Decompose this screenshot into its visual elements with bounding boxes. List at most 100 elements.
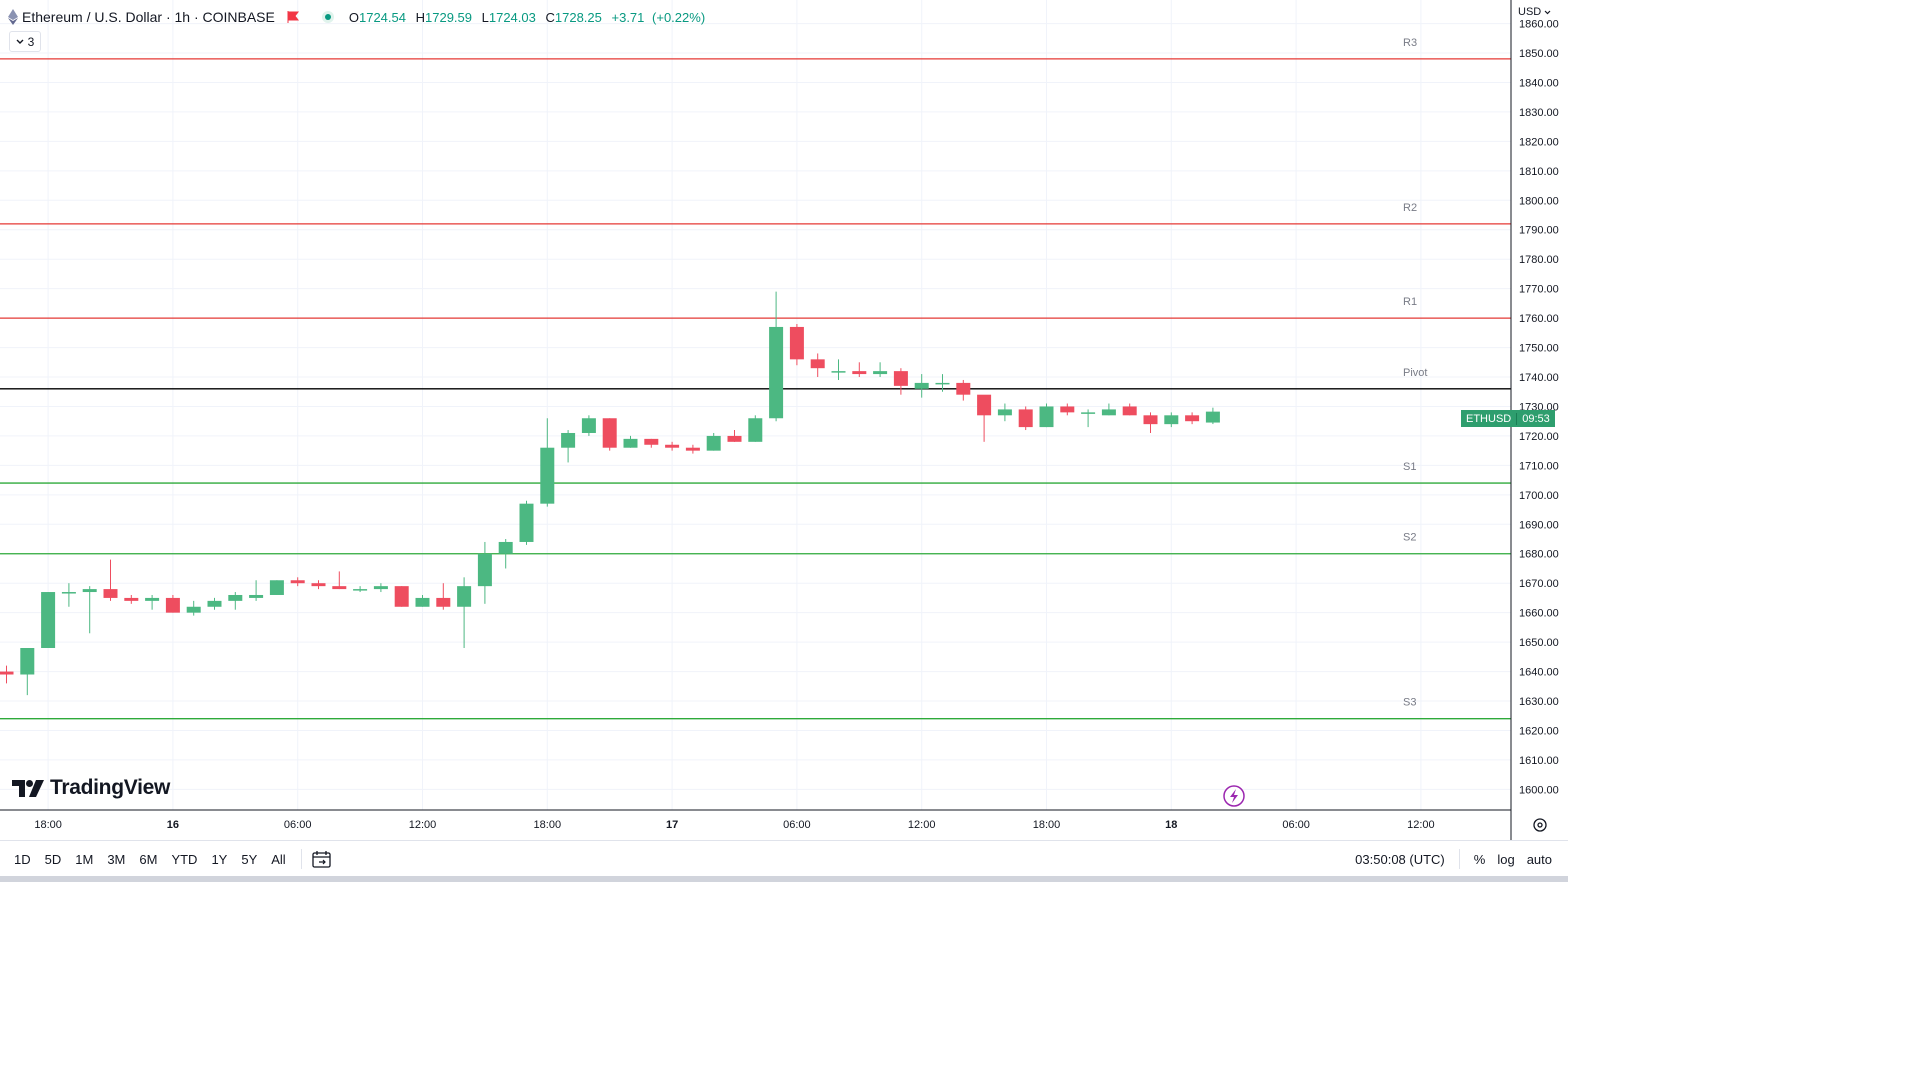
candle-body (415, 597, 430, 607)
candle-body (0, 671, 14, 675)
flag-icon[interactable] (287, 11, 299, 23)
candle (1122, 403, 1137, 416)
level-label-pivot: Pivot (1403, 367, 1427, 379)
chevron-down-icon (16, 39, 24, 44)
low-value: 1724.03 (488, 9, 536, 25)
price-axis[interactable]: 1600.00 1610.00 1620.00 1630.00 1640.00 1650.… (1519, 19, 1559, 797)
bottom-toolbar: 1D 5D 1M 3M 6M YTD 1Y 5Y All 03:50:08 (U… (0, 840, 1568, 877)
range-5y-button[interactable]: 5Y (241, 851, 258, 867)
percent-scale-button[interactable]: % (1473, 851, 1486, 867)
symbol-title[interactable]: Ethereum / U.S. Dollar · 1h · COINBASE (22, 9, 275, 25)
range-6m-button[interactable]: 6M (139, 851, 158, 867)
settings-icon[interactable] (1533, 818, 1547, 832)
price-tick-label: 1710.00 (1519, 460, 1559, 472)
price-tag-countdown: 09:53 (1522, 412, 1550, 425)
range-3m-button[interactable]: 3M (107, 851, 126, 867)
candle (977, 394, 992, 442)
candle (1205, 407, 1220, 425)
level-label-r3: R3 (1403, 37, 1417, 49)
time-tick-label: 16 (167, 819, 179, 831)
ohlc-values: O1724.54 H1729.59 L1724.03 C1728.25 +3.7… (349, 10, 705, 25)
price-tick-label: 1810.00 (1519, 166, 1559, 178)
candle (810, 353, 825, 378)
tradingview-logo[interactable]: TradingView (12, 776, 170, 800)
range-ytd-button[interactable]: YTD (171, 851, 198, 867)
candle-body (436, 597, 451, 607)
open-value: 1724.54 (358, 9, 406, 25)
candle (997, 403, 1012, 422)
candle-body (873, 371, 888, 375)
candle (145, 594, 160, 610)
candle (353, 586, 368, 593)
candle-body (1018, 409, 1033, 428)
range-1d-button[interactable]: 1D (14, 851, 31, 867)
candle-body (789, 326, 804, 360)
candle-body (1185, 415, 1200, 422)
candle-body (665, 444, 680, 448)
price-tick-label: 1630.00 (1519, 696, 1559, 708)
candle-body (373, 586, 388, 590)
candles (0, 291, 1220, 696)
candle-body (602, 418, 617, 448)
indicator-count: 3 (27, 34, 35, 49)
candle (498, 539, 513, 569)
range-5d-button[interactable]: 5D (44, 851, 62, 867)
candle-body (332, 586, 347, 590)
candle-body (498, 541, 513, 554)
toolbar-divider (300, 849, 302, 869)
lightning-icon[interactable] (1223, 785, 1245, 807)
high-value: 1729.59 (425, 9, 472, 25)
candle (0, 665, 14, 684)
range-1y-button[interactable]: 1Y (211, 851, 228, 867)
price-tick-label: 1680.00 (1519, 549, 1559, 561)
price-tick-label: 1780.00 (1519, 254, 1559, 266)
indicators-toggle[interactable]: 3 (9, 31, 41, 52)
tradingview-logo-text: TradingView (50, 776, 171, 799)
candle-body (769, 326, 784, 419)
candle (561, 430, 576, 463)
candle (228, 592, 243, 610)
candle (41, 592, 56, 648)
time-tick-label: 18 (1165, 819, 1177, 831)
log-scale-button[interactable]: log (1497, 851, 1515, 867)
candle (789, 324, 804, 366)
candle (394, 586, 409, 607)
level-label-s1: S1 (1403, 461, 1416, 473)
candle-body (249, 594, 264, 598)
candle-body (561, 432, 576, 448)
currency-button[interactable]: USD (1518, 6, 1551, 18)
candle-body (394, 586, 409, 607)
price-tick-label: 1620.00 (1519, 725, 1559, 737)
auto-scale-button[interactable]: auto (1526, 851, 1552, 867)
candle (290, 577, 305, 587)
toolbar-divider (1458, 849, 1460, 869)
candle (644, 438, 659, 448)
candle-body (893, 371, 908, 386)
close-label: C (545, 9, 555, 25)
utc-clock[interactable]: 03:50:08 (UTC) (1355, 851, 1445, 867)
candle (1101, 403, 1116, 416)
candle (373, 583, 388, 593)
candle-body (1164, 415, 1179, 425)
range-all-button[interactable]: All (271, 851, 286, 867)
go-to-date-icon[interactable] (312, 850, 332, 868)
candle-body (914, 382, 929, 389)
level-label-r1: R1 (1403, 296, 1417, 308)
candle (124, 594, 139, 604)
candle (852, 362, 867, 378)
pivot-levels: R3 R2 R1 Pivot S1 S2 S3 (0, 37, 1511, 720)
candle-body (1039, 406, 1054, 428)
time-axis[interactable]: 18:00 16 06:00 12:00 18:00 17 06:00 12:00 18:00 1… (34, 819, 1434, 831)
range-1m-button[interactable]: 1M (75, 851, 94, 867)
candle (956, 379, 971, 401)
time-tick-label: 12:00 (409, 819, 437, 831)
candle-body (186, 606, 201, 613)
bottom-border (0, 876, 1568, 882)
time-tick-label: 18:00 (534, 819, 562, 831)
candle (165, 594, 180, 613)
time-tick-label: 18:00 (1033, 819, 1061, 831)
candle (540, 418, 555, 507)
price-tick-label: 1700.00 (1519, 490, 1559, 502)
candle (685, 444, 700, 454)
